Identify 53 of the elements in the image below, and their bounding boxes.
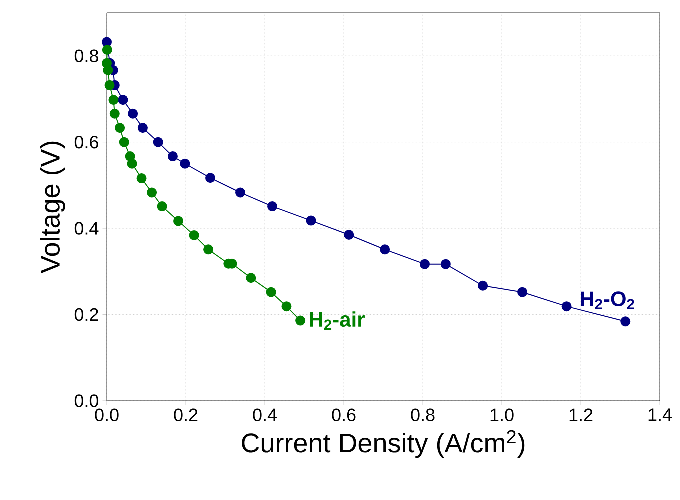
x-tick-label: 1.0 [490, 408, 514, 422]
point [128, 108, 138, 119]
y-tick-label: 0.4 [74, 222, 99, 235]
point [344, 230, 354, 240]
x-axis-title: Current Density (A/cm$^{2}$) [242, 430, 525, 458]
point [118, 95, 128, 106]
x-tick-label: 0.0 [95, 408, 119, 422]
point [306, 216, 316, 226]
point [138, 123, 148, 134]
point [282, 302, 292, 312]
point [108, 95, 119, 106]
point [236, 188, 246, 198]
y-tick-label: 0.6 [74, 136, 98, 149]
point [268, 202, 278, 212]
y-tick-label: 0.8 [74, 50, 98, 62]
point [518, 287, 528, 298]
point [102, 45, 112, 56]
x-tick-label: 1.2 [570, 408, 593, 422]
x-tick-label: 1.4 [648, 408, 672, 422]
point [115, 123, 126, 134]
point [206, 173, 216, 184]
series-label: H$_{2}$-O$_{2}$ [581, 292, 634, 310]
point [110, 108, 120, 119]
point [440, 259, 451, 270]
point [246, 273, 256, 284]
point [174, 216, 184, 226]
y-axis-title: Voltage (V) [40, 142, 66, 274]
point [119, 137, 130, 148]
point [296, 316, 306, 326]
point [266, 287, 276, 298]
point [478, 280, 488, 291]
point [562, 302, 572, 312]
point [189, 230, 200, 240]
point [127, 158, 138, 169]
point [103, 65, 114, 76]
y-tick-label: 0.0 [74, 394, 99, 408]
point [420, 259, 430, 270]
series-label: H$_{2}$-air [310, 312, 365, 330]
point [380, 244, 390, 255]
point [204, 244, 214, 255]
point [104, 80, 115, 90]
point [168, 152, 178, 162]
x-tick-label: 0.2 [174, 408, 198, 422]
x-tick-label: 0.8 [411, 408, 435, 422]
point [136, 174, 147, 184]
point [147, 188, 158, 198]
point [157, 202, 168, 212]
x-tick-label: 0.4 [253, 408, 277, 422]
y-tick-label: 0.2 [74, 308, 98, 322]
point [620, 316, 631, 327]
point [180, 158, 190, 169]
point [153, 137, 164, 148]
x-tick-label: 0.6 [332, 408, 356, 422]
